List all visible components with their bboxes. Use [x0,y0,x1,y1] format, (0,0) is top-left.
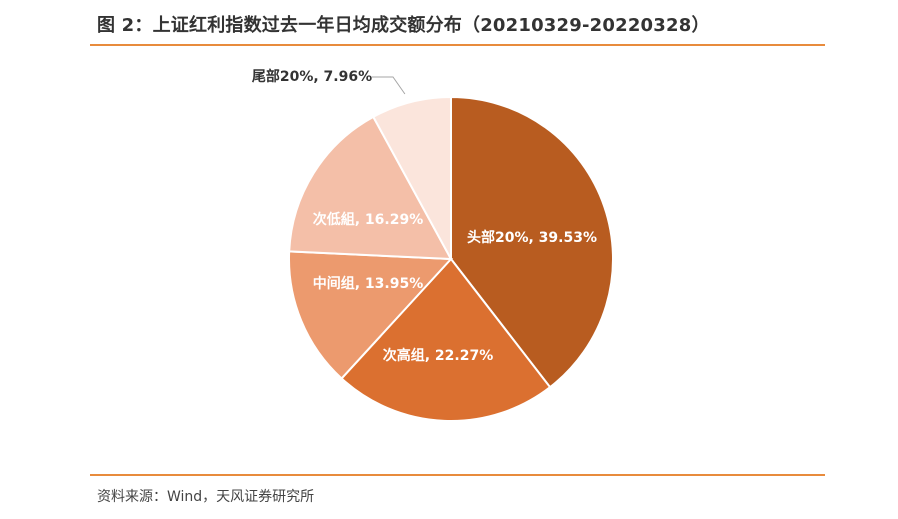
source-note: 资料来源：Wind，天风证券研究所 [97,489,315,505]
slice-label-5: 尾部20%, 7.96% [252,68,372,85]
pie-slice-4 [288,115,453,261]
leader-line-5 [372,76,406,95]
slice-label-2: 次高组, 22.27% [383,347,494,364]
slice-label-4: 次低組, 16.29% [313,211,424,228]
pie-slice-5 [371,95,452,260]
slice-label-1: 头部20%, 39.53% [467,229,597,246]
pie-slice-3 [288,250,454,380]
chart-title: 图 2：上证红利指数过去一年日均成交额分布（20210329-20220328） [97,15,710,36]
pie-slice-2 [340,257,552,422]
title-divider [90,44,825,46]
slice-label-3: 中间组, 13.95% [313,275,424,292]
pie-slice-1 [450,95,614,389]
source-divider [90,474,825,476]
